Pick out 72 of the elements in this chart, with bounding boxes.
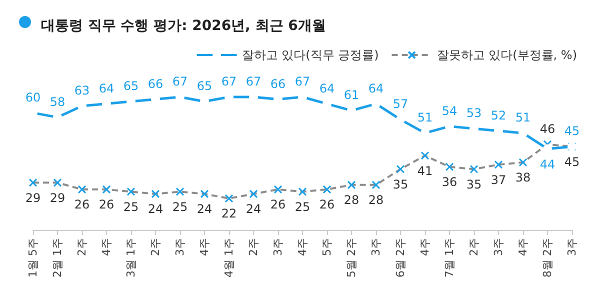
- data-label: 24: [148, 202, 164, 216]
- x-tick-label: 8월 2주: [541, 238, 554, 278]
- data-label: 36: [442, 175, 458, 190]
- data-label: 24: [196, 202, 212, 216]
- data-label: 67: [246, 74, 262, 89]
- legend-label: 잘하고 있다(직무 긍정률): [242, 48, 379, 62]
- x-tick-label: 4월 1주: [222, 238, 236, 278]
- data-label: 64: [98, 81, 114, 96]
- data-label: 26: [74, 198, 90, 212]
- data-label: 61: [344, 88, 360, 102]
- x-tick-label: 4주: [418, 238, 432, 256]
- x-tick-label: 2주: [468, 238, 480, 256]
- data-label: 26: [98, 198, 114, 212]
- data-label: 26: [319, 198, 335, 212]
- data-label: 65: [196, 79, 212, 94]
- data-label: 66: [270, 76, 286, 91]
- data-label: 25: [172, 200, 188, 214]
- data-label: 35: [392, 177, 408, 192]
- data-label: 64: [368, 81, 384, 96]
- data-label: 29: [25, 190, 41, 205]
- x-tick-label: 4주: [296, 238, 309, 256]
- x-tick-label: 5주: [320, 238, 334, 256]
- x-tick-label: 3주: [566, 238, 578, 256]
- data-label: 54: [442, 104, 458, 118]
- data-label: 28: [344, 193, 360, 208]
- x-tick-label: 1월 5주: [26, 238, 40, 278]
- data-label: 41: [417, 164, 433, 178]
- data-label: 65: [123, 79, 139, 94]
- data-label: 28: [368, 193, 384, 208]
- data-label: 64: [319, 81, 335, 96]
- x-tick-label: 3주: [370, 238, 382, 256]
- data-label: 37: [490, 172, 506, 187]
- data-label: 60: [25, 90, 41, 104]
- x-tick-label: 4주: [198, 238, 211, 256]
- data-label: 35: [466, 177, 482, 192]
- data-label: 25: [123, 200, 139, 214]
- data-label: 52: [490, 108, 506, 122]
- data-label: 38: [515, 170, 531, 185]
- data-label: 44: [540, 157, 556, 172]
- x-tick-label: 3주: [174, 238, 186, 256]
- data-label: 45: [564, 154, 580, 169]
- data-label: 51: [515, 110, 531, 125]
- x-tick-label: 3주: [492, 238, 505, 256]
- x-tick-label: 5월 2주: [345, 238, 358, 278]
- data-label: 63: [74, 84, 90, 98]
- x-tick-label: 7월 1주: [443, 238, 456, 278]
- data-label: 24: [246, 202, 262, 216]
- x-tick-label: 2주: [149, 238, 162, 256]
- data-label: 45: [564, 124, 580, 138]
- data-label: 26: [270, 198, 286, 212]
- x-tick-label: 6월 2주: [394, 238, 407, 278]
- x-tick-label: 2주: [247, 238, 260, 256]
- data-label: 25: [294, 200, 310, 214]
- x-tick-label: 2주: [76, 238, 88, 256]
- data-label: 46: [540, 122, 556, 136]
- data-label: 51: [417, 110, 433, 125]
- data-label: 58: [50, 94, 66, 109]
- x-tick-label: 3주: [272, 238, 284, 256]
- legend-label: 잘못하고 있다(부정률, %): [436, 48, 578, 62]
- x-tick-label: 3월 1주: [124, 238, 138, 278]
- x-tick-label: 4주: [516, 238, 530, 256]
- data-label: 67: [221, 74, 237, 89]
- chart-title: 대통령 직무 수행 평가: 2026년, 최근 6개월: [41, 18, 326, 34]
- data-label: 53: [466, 106, 482, 120]
- data-label: 67: [294, 74, 310, 89]
- x-tick-label: 2월 1주: [51, 238, 64, 278]
- data-label: 67: [172, 74, 188, 89]
- data-label: 66: [148, 76, 164, 91]
- x-tick-label: 4주: [100, 238, 113, 256]
- data-label: 22: [221, 206, 237, 221]
- data-label: 29: [50, 190, 66, 205]
- data-label: 57: [392, 97, 408, 112]
